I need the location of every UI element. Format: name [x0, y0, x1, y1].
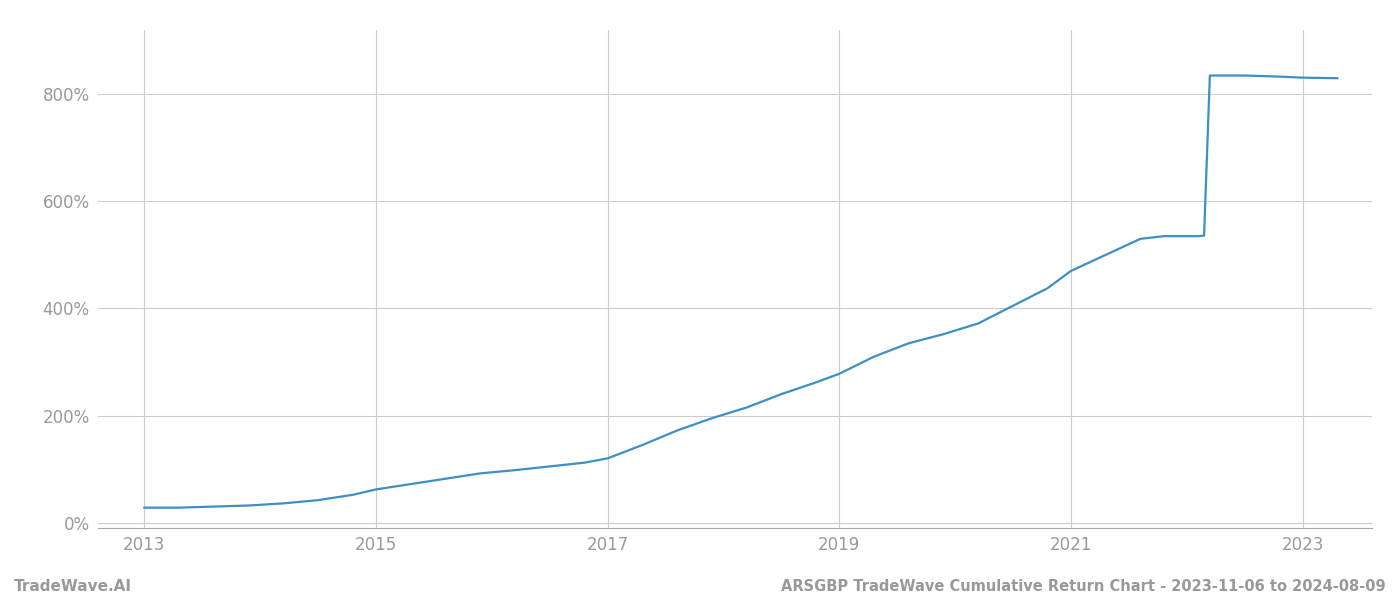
- Text: ARSGBP TradeWave Cumulative Return Chart - 2023-11-06 to 2024-08-09: ARSGBP TradeWave Cumulative Return Chart…: [781, 579, 1386, 594]
- Text: TradeWave.AI: TradeWave.AI: [14, 579, 132, 594]
